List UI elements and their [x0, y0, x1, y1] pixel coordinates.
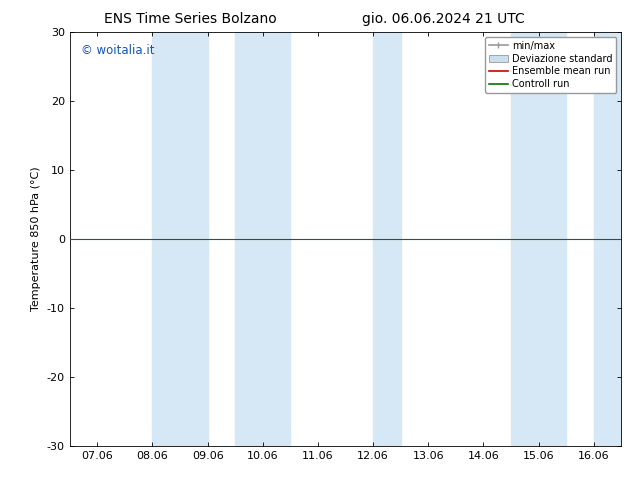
Text: ENS Time Series Bolzano: ENS Time Series Bolzano	[104, 12, 276, 26]
Text: gio. 06.06.2024 21 UTC: gio. 06.06.2024 21 UTC	[363, 12, 525, 26]
Bar	[593, 32, 627, 446]
Bar	[235, 32, 290, 446]
Text: © woitalia.it: © woitalia.it	[81, 44, 154, 57]
Y-axis label: Temperature 850 hPa (°C): Temperature 850 hPa (°C)	[31, 167, 41, 311]
Bar	[152, 32, 207, 446]
Bar	[511, 32, 566, 446]
Legend: min/max, Deviazione standard, Ensemble mean run, Controll run: min/max, Deviazione standard, Ensemble m…	[485, 37, 616, 93]
Bar	[373, 32, 401, 446]
